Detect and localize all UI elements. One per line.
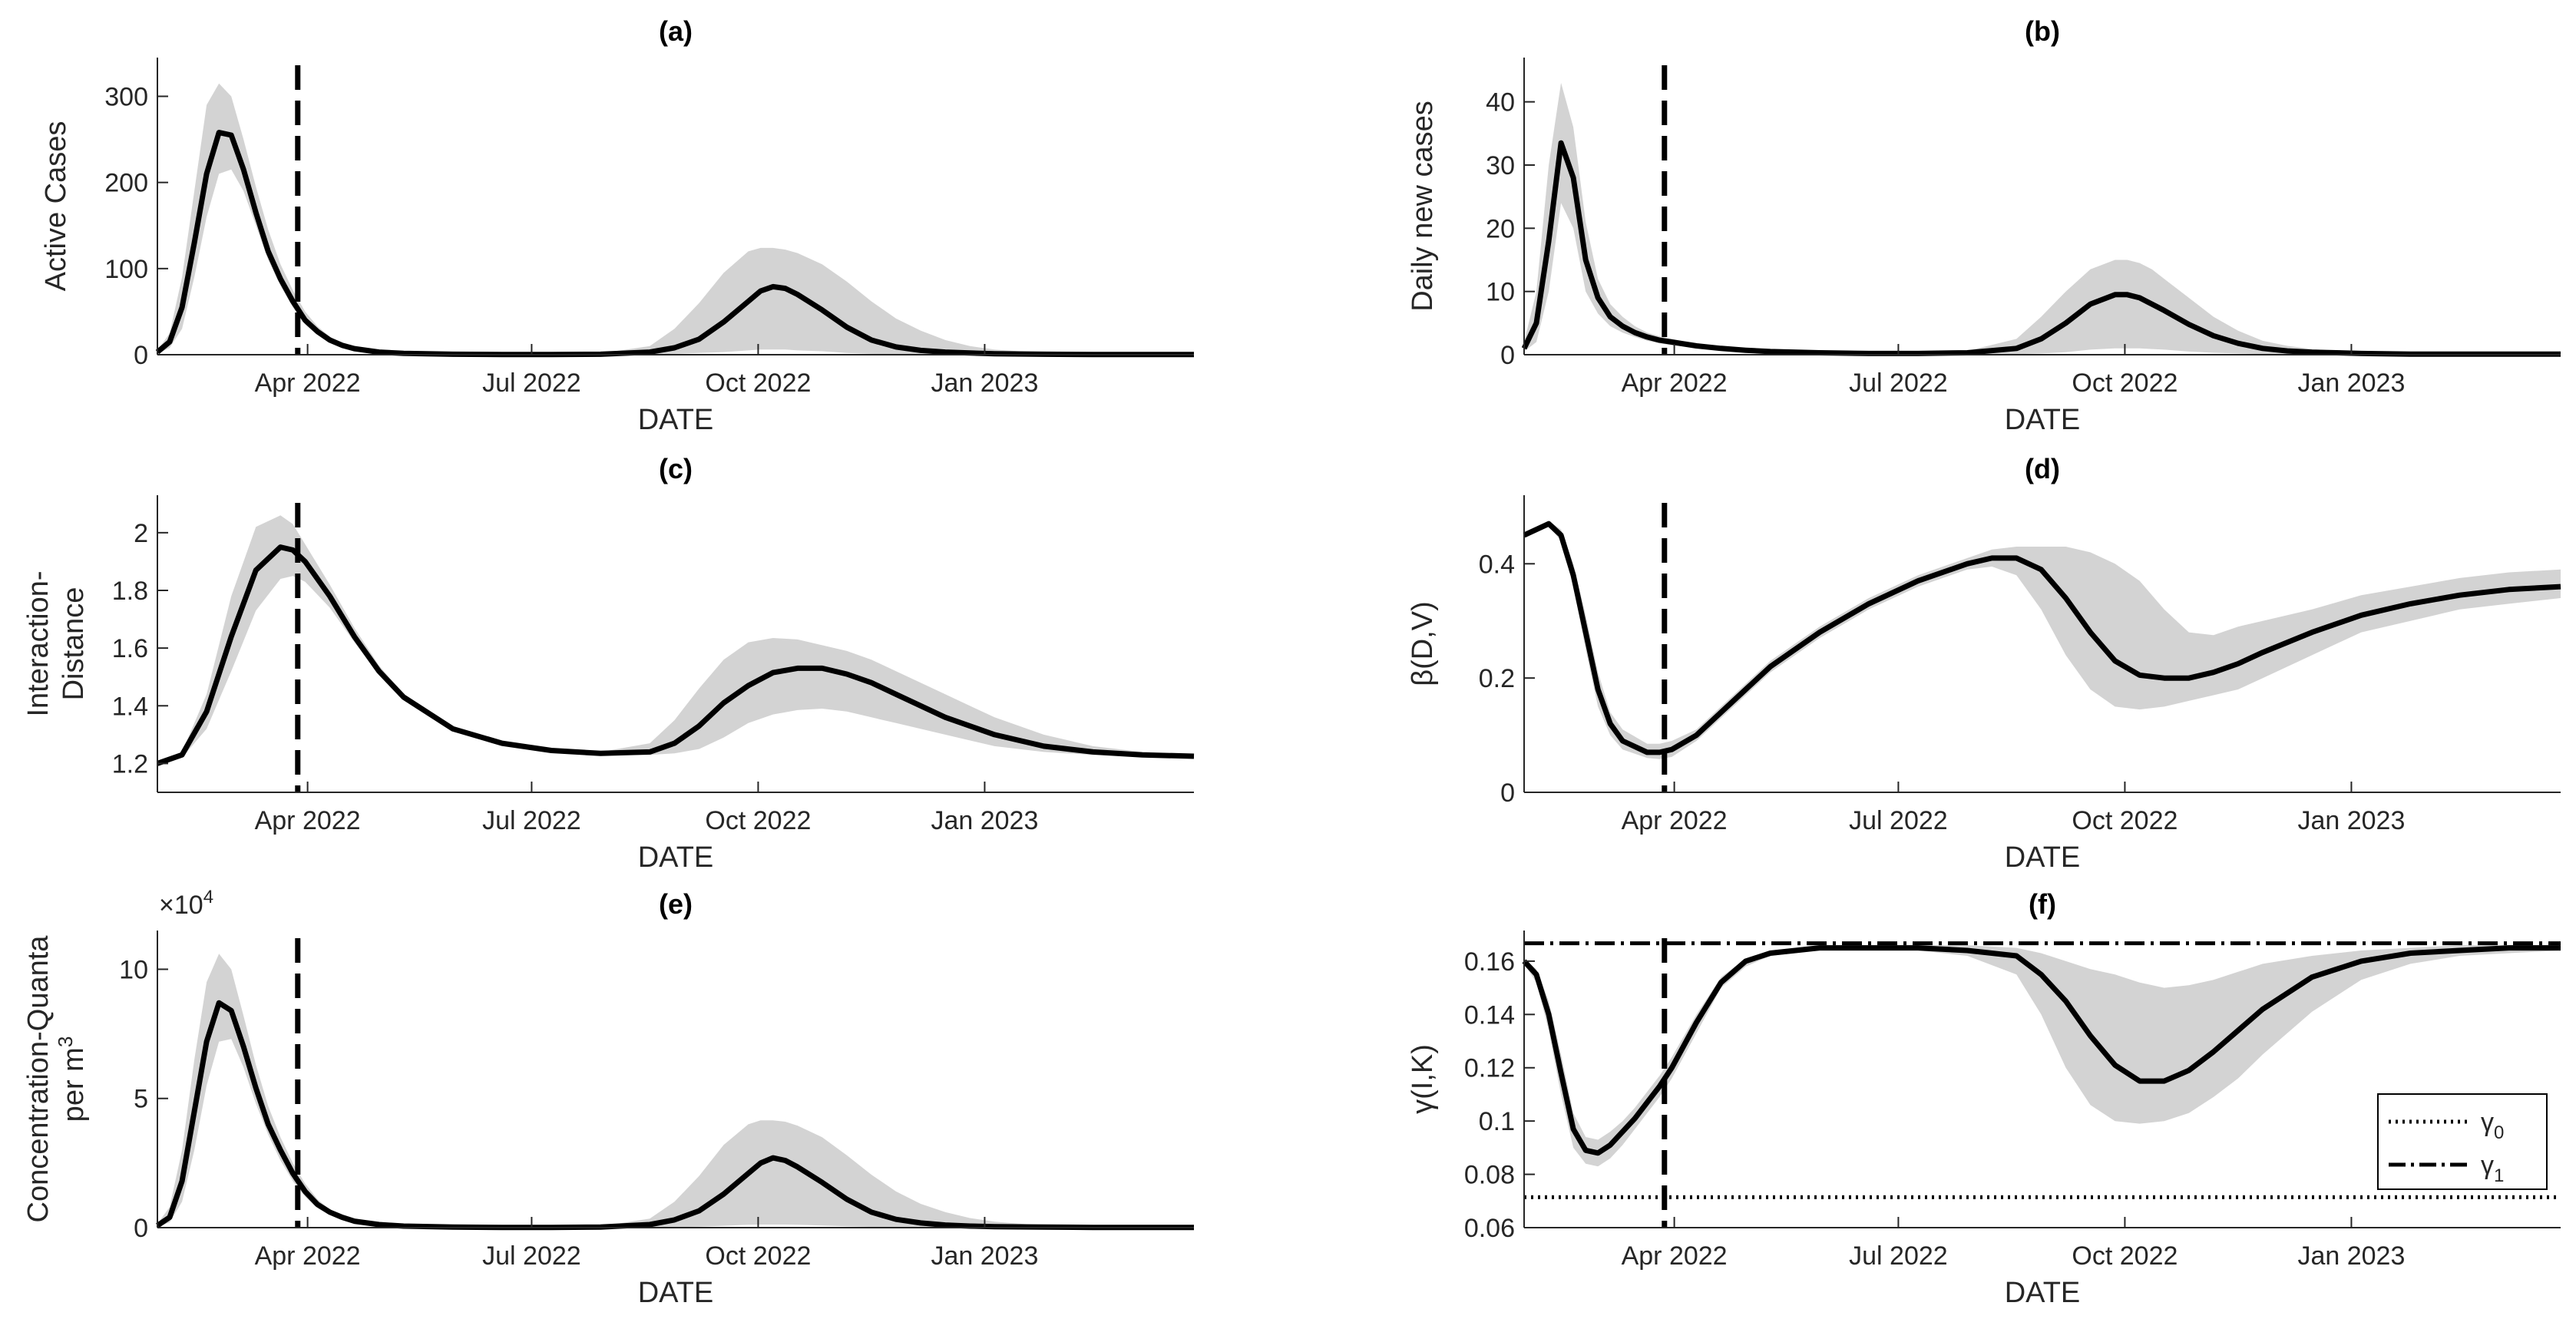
y-tick-label: 1.6 — [112, 634, 148, 663]
x-tick-label: Jan 2023 — [2297, 1241, 2405, 1271]
y-tick-label: 5 — [134, 1085, 148, 1114]
y-exponent-power: 4 — [203, 887, 213, 907]
y-axis-label: γ(I,K) — [1407, 1044, 1439, 1114]
y-tick-label: 300 — [104, 82, 148, 111]
x-tick-label: Oct 2022 — [705, 806, 811, 835]
x-tick-label: Jan 2023 — [2297, 806, 2405, 835]
y-tick-label: 0.14 — [1464, 1000, 1515, 1030]
uncertainty-band — [157, 954, 1194, 1228]
panel-title: (a) — [659, 15, 693, 47]
y-tick-label: 0.16 — [1464, 947, 1515, 977]
uncertainty-band — [1524, 945, 2561, 1167]
panel-e: 0 5 10 Apr 2022 Jul 2022 Oct 2022 Jan 2023 (e) D… — [22, 887, 1194, 1309]
y-axis-label: per m3 — [54, 1036, 90, 1122]
x-tick-label: Jul 2022 — [1849, 369, 1948, 398]
y-tick-label: 0.06 — [1464, 1214, 1515, 1243]
legend-box — [2377, 1093, 2548, 1190]
panel-b: 0 10 20 30 40 Apr 2022 Jul 2022 Oct 2022 Jan 202… — [1407, 15, 2561, 436]
y-tick-label: 0 — [134, 1214, 148, 1243]
x-tick-label: Oct 2022 — [2072, 1241, 2178, 1271]
y-tick-label: 1.2 — [112, 749, 148, 779]
y-tick-label: 0.12 — [1464, 1054, 1515, 1083]
x-tick-label: Apr 2022 — [255, 806, 361, 835]
x-tick-label: Apr 2022 — [1622, 806, 1728, 835]
y-axis-label: β(D,V) — [1407, 601, 1439, 686]
x-tick-label: Jul 2022 — [1849, 1241, 1948, 1271]
x-axis-label: DATE — [638, 841, 714, 874]
y-axis-label-superscript: 3 — [54, 1036, 77, 1047]
panel-title: (c) — [659, 453, 693, 484]
y-tick-label: 100 — [104, 255, 148, 284]
x-axis-label: DATE — [2005, 404, 2081, 436]
y-axis-label: Concentration-Quanta — [22, 935, 55, 1223]
uncertainty-band — [157, 83, 1194, 355]
y-tick-label: 10 — [1486, 278, 1515, 307]
x-tick-label: Oct 2022 — [705, 1241, 811, 1271]
y-axis-label: Active Cases — [40, 121, 72, 292]
median-line — [156, 544, 1195, 766]
x-axis-label: DATE — [2005, 841, 2081, 874]
x-tick-label: Apr 2022 — [255, 369, 361, 398]
panel-c: 1.2 1.4 1.6 1.8 2 Apr 2022 Jul 2022 Oct 2022 Jan… — [22, 453, 1195, 874]
median-line — [1521, 140, 2561, 357]
x-tick-label: Jan 2023 — [2297, 369, 2405, 398]
x-tick-label: Jan 2023 — [931, 1241, 1038, 1271]
panel-d: 0 0.2 0.4 Apr 2022 Jul 2022 Oct 2022 Jan 2023 (… — [1407, 453, 2561, 874]
x-tick-label: Jan 2023 — [931, 806, 1038, 835]
x-axis-label: DATE — [638, 404, 714, 436]
y-tick-label: 0 — [1500, 341, 1515, 370]
median-line — [1522, 945, 2561, 1156]
x-tick-label: Jul 2022 — [482, 806, 581, 835]
panel-a: 0 100 200 300 Apr 2022 Jul 2022 Oct 2022 Jan 20… — [40, 15, 1194, 436]
y-tick-label: 200 — [104, 169, 148, 198]
uncertainty-band — [157, 515, 1194, 764]
panel-title: (d) — [2025, 453, 2060, 484]
y-tick-label: 0 — [134, 341, 148, 370]
y-tick-label: 0.08 — [1464, 1161, 1515, 1190]
x-axis-label: DATE — [638, 1277, 714, 1309]
uncertainty-band — [1524, 521, 2561, 759]
x-tick-label: Apr 2022 — [1622, 1241, 1728, 1271]
x-tick-label: Jul 2022 — [1849, 806, 1948, 835]
x-tick-label: Oct 2022 — [2072, 806, 2178, 835]
y-tick-label: 1.8 — [112, 577, 148, 606]
x-tick-label: Jan 2023 — [931, 369, 1038, 398]
y-tick-label: 0.2 — [1479, 664, 1515, 693]
x-tick-label: Apr 2022 — [255, 1241, 361, 1271]
legend-label-subscript: 0 — [2494, 1122, 2504, 1143]
y-tick-label: 1.4 — [112, 692, 148, 721]
legend-label-subscript: 1 — [2494, 1165, 2504, 1186]
x-axis-label: DATE — [2005, 1277, 2081, 1309]
y-tick-label: 0.1 — [1479, 1107, 1515, 1136]
x-tick-label: Oct 2022 — [2072, 369, 2178, 398]
y-axis-label: Daily new cases — [1407, 101, 1439, 312]
panel-f: 0.06 0.08 0.1 0.12 0.14 0.16 Apr 2022 Jul 2022 O… — [1407, 888, 2561, 1309]
y-tick-label: 30 — [1486, 151, 1515, 180]
x-tick-label: Apr 2022 — [1622, 369, 1728, 398]
x-tick-label: Jul 2022 — [482, 369, 581, 398]
x-tick-label: Oct 2022 — [705, 369, 811, 398]
uncertainty-band — [1524, 82, 2561, 355]
y-axis-label: Distance — [58, 587, 90, 701]
y-tick-label: 40 — [1486, 88, 1515, 117]
y-axis-label: Interaction- — [22, 570, 55, 716]
y-tick-label: 10 — [119, 955, 148, 984]
panel-title: (b) — [2025, 15, 2060, 47]
y-exponent-label: ×104 — [159, 887, 213, 920]
y-tick-label: 0 — [1500, 779, 1515, 808]
panel-title: (e) — [659, 888, 693, 920]
y-tick-label: 0.4 — [1479, 550, 1515, 579]
panel-title: (f) — [2029, 888, 2056, 920]
y-tick-label: 20 — [1486, 214, 1515, 243]
x-tick-label: Jul 2022 — [482, 1241, 581, 1271]
y-tick-label: 2 — [134, 519, 148, 548]
median-line — [1523, 521, 2561, 755]
